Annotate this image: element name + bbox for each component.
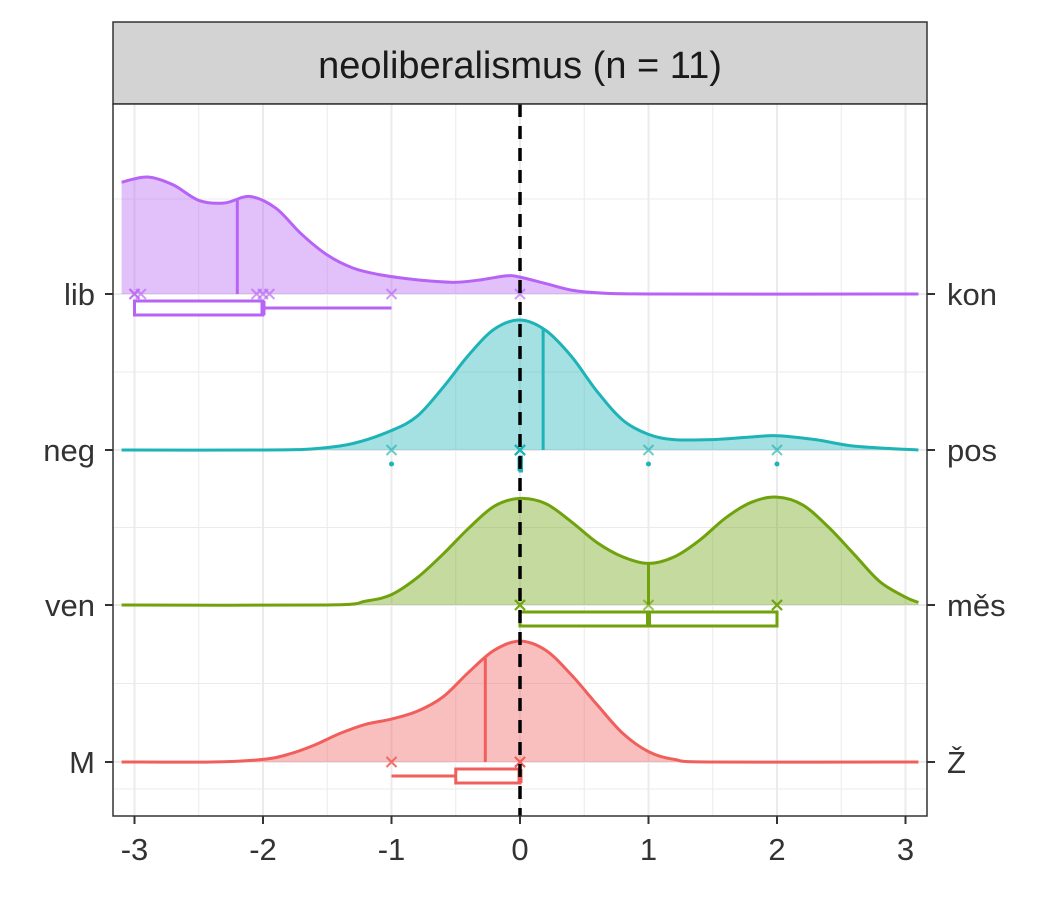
box-outlier <box>774 461 780 467</box>
ridge-row-lib <box>121 175 919 317</box>
density-area <box>121 176 919 295</box>
point-stroke <box>514 599 526 611</box>
point-stroke <box>771 599 783 611</box>
x-tick-label: -2 <box>249 832 277 867</box>
density-area <box>121 319 919 451</box>
y-label-left-neg: neg <box>43 433 95 468</box>
y-label-left-ven: ven <box>45 588 95 623</box>
point-stroke <box>263 288 276 300</box>
y-label-right-pos: pos <box>947 433 997 468</box>
y-label-right-kon: kon <box>947 277 997 312</box>
data-point <box>771 444 783 456</box>
y-label-right-Ž: Ž <box>947 745 966 780</box>
facet-strip <box>112 21 928 105</box>
point-stroke <box>514 444 526 456</box>
box-outlier <box>646 461 651 467</box>
x-tick-label: 3 <box>897 832 914 867</box>
x-tick-label: -3 <box>121 832 149 867</box>
boxplot <box>133 299 392 317</box>
y-label-left-lib: lib <box>64 277 95 312</box>
density-curve <box>121 175 919 296</box>
data-point <box>771 599 783 611</box>
data-point <box>263 288 276 300</box>
x-tick-label: -1 <box>378 832 406 867</box>
density-curve <box>121 318 919 452</box>
point-stroke <box>642 444 655 456</box>
y-label-right-měs: měs <box>947 588 1006 623</box>
point-stroke <box>514 756 526 768</box>
point-stroke <box>771 444 783 456</box>
y-label-left-M: M <box>69 745 95 780</box>
boxplot <box>518 610 779 628</box>
data-point <box>514 444 526 456</box>
facet-title: neoliberalismus (n = 11) <box>318 45 722 87</box>
data-point <box>642 599 655 611</box>
data-point <box>514 756 526 768</box>
data-point <box>385 288 398 300</box>
box-iqr <box>133 299 265 317</box>
x-tick-label: 0 <box>511 832 528 867</box>
box-outlier <box>389 461 394 467</box>
point-stroke <box>385 288 398 300</box>
data-point <box>642 444 655 456</box>
point-stroke <box>642 599 655 611</box>
axes: lib kon neg pos ven měs M Ž -3 -2 -1 0 1 2 3 <box>43 277 1005 867</box>
data-point <box>514 599 526 611</box>
data-point <box>385 756 398 768</box>
x-tick-label: 1 <box>640 832 657 867</box>
box-iqr <box>454 767 522 785</box>
data-point <box>135 288 147 300</box>
data-point <box>385 444 398 456</box>
point-stroke <box>135 288 147 300</box>
data-point <box>514 288 526 300</box>
point-stroke <box>514 288 526 300</box>
x-tick-label: 2 <box>768 832 785 867</box>
point-stroke <box>385 756 398 768</box>
density-curve <box>121 639 919 764</box>
point-stroke <box>385 444 398 456</box>
density-curve <box>121 495 919 607</box>
